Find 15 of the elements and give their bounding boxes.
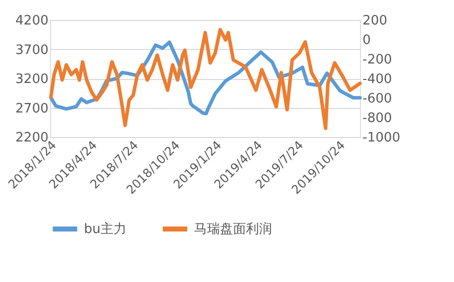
line-series bbox=[49, 28, 362, 130]
legend-label: bu主力 bbox=[84, 221, 126, 237]
y-tick-label: 3200 bbox=[15, 72, 48, 87]
y-tick-label: 2200 bbox=[15, 130, 48, 146]
y2-tick-label: -600 bbox=[362, 92, 392, 106]
y2-tick-label: -400 bbox=[362, 72, 392, 87]
y2-tick-label: 200 bbox=[362, 14, 388, 28]
y2-tick-label: -800 bbox=[362, 111, 392, 126]
y-tick-label: 3700 bbox=[15, 42, 48, 58]
y-tick-label: 2700 bbox=[15, 101, 48, 116]
legend-label: 马瑞盘面利润 bbox=[194, 222, 272, 237]
y2-tick-label: -1000 bbox=[362, 130, 400, 146]
y2-tick-label: 0 bbox=[362, 33, 371, 48]
y-tick-label: 4200 bbox=[15, 14, 48, 28]
y2-tick-label: -200 bbox=[362, 52, 392, 68]
